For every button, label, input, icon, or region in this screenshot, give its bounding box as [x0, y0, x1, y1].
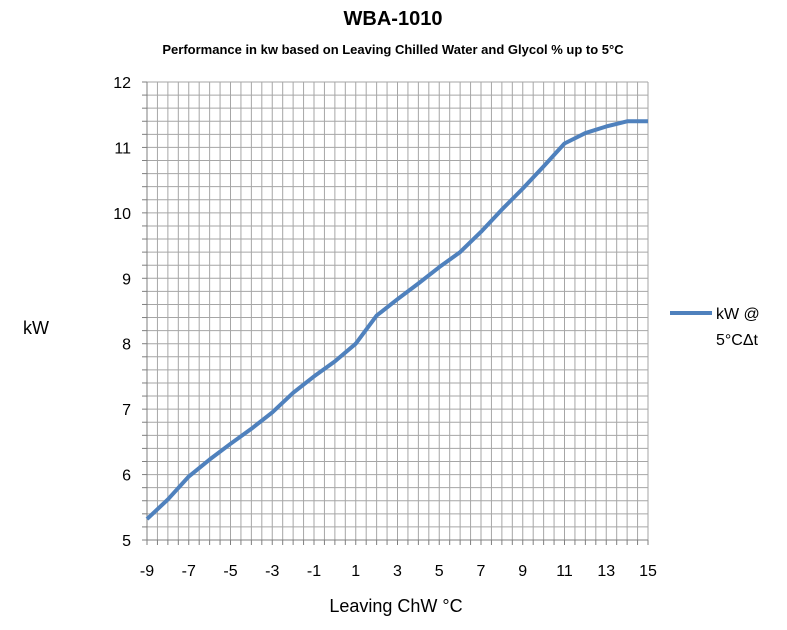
series-layer — [145, 119, 648, 521]
x-tick-label: -5 — [223, 563, 237, 580]
x-tick-label: 9 — [518, 563, 527, 580]
grid — [146, 81, 649, 541]
y-tick-label: 10 — [113, 206, 131, 223]
x-tick-label: -7 — [182, 563, 196, 580]
x-tick-label: 13 — [597, 563, 615, 580]
x-tick-label: 15 — [639, 563, 657, 580]
x-tick-label: -1 — [307, 563, 321, 580]
y-tick-label: 12 — [113, 75, 131, 92]
y-axis-label: kW — [23, 318, 49, 338]
y-tick-label: 5 — [122, 533, 131, 550]
chart-title: WBA-1010 — [344, 8, 443, 30]
y-tick-label: 7 — [122, 402, 131, 419]
x-tick-label: 11 — [556, 563, 573, 580]
x-axis-label: Leaving ChW °C — [329, 596, 462, 616]
chart-subtitle: Performance in kw based on Leaving Chill… — [162, 42, 624, 57]
legend-label: kW @5°CΔt — [716, 306, 760, 349]
x-tick-label: 5 — [435, 563, 444, 580]
x-tick-label: 1 — [351, 563, 360, 580]
x-tick-label: 3 — [393, 563, 402, 580]
legend: kW @5°CΔt — [670, 306, 760, 349]
y-tick-label: 6 — [122, 468, 131, 485]
series-line — [145, 119, 648, 521]
y-tick-label: 9 — [122, 271, 131, 288]
x-tick-label: -9 — [140, 563, 154, 580]
x-tick-label: 7 — [477, 563, 486, 580]
y-tick-label: 11 — [114, 140, 131, 157]
y-tick-label: 8 — [122, 337, 131, 354]
axes — [142, 81, 649, 545]
x-tick-label: -3 — [265, 563, 279, 580]
